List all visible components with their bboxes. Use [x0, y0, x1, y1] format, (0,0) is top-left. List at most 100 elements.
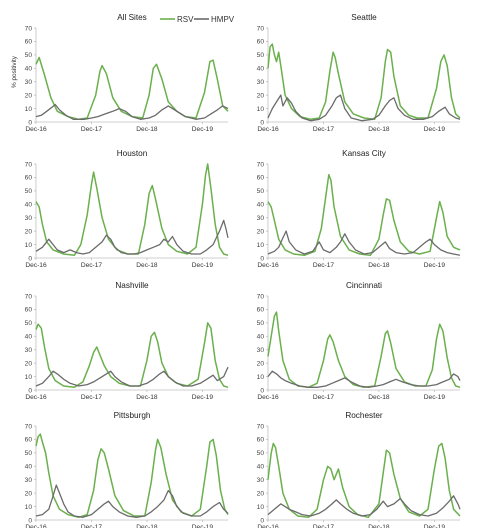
panels: All Sites 0 10 20 30 40 50 60 70 Dec-16 Dec-17 Dec-…	[25, 13, 461, 528]
y-tick-label: 10	[25, 504, 33, 511]
y-tick-label: 10	[257, 504, 265, 511]
y-tick-label: 20	[257, 228, 265, 235]
y-tick-label: 0	[28, 255, 32, 262]
y-tick-label: 40	[257, 464, 265, 471]
y-tick-label: 30	[257, 477, 265, 484]
chart-panel-nashville: Nashville 0 10 20 30 40 50 60 70 Dec-16 Dec-17 Dec-…	[25, 281, 229, 401]
y-tick-label: 30	[257, 79, 265, 86]
panel-title: All Sites	[117, 13, 147, 22]
y-tick-label: 40	[25, 66, 33, 73]
x-tick-label: Dec-17	[81, 262, 103, 269]
y-tick-label: 20	[25, 360, 33, 367]
y-tick-label: 60	[25, 175, 33, 182]
y-tick-label: 50	[257, 52, 265, 59]
y-tick-label: 0	[260, 387, 264, 394]
y-tick-label: 10	[257, 374, 265, 381]
y-tick-label: 60	[25, 39, 33, 46]
y-tick-label: 60	[25, 307, 33, 314]
y-tick-label: 20	[25, 490, 33, 497]
y-tick-label: 30	[25, 347, 33, 354]
y-tick-label: 40	[257, 334, 265, 341]
series-line-hmpv	[35, 103, 229, 120]
y-tick-label: 40	[257, 66, 265, 73]
x-tick-label: Dec-16	[25, 262, 47, 269]
x-tick-label: Dec-19	[424, 524, 446, 528]
series-line-rsv	[267, 43, 461, 121]
chart-panel-houston: Houston 0 10 20 30 40 50 60 70 Dec-16 Dec-17 Dec-18…	[25, 149, 229, 269]
x-tick-label: Dec-19	[192, 524, 214, 528]
x-tick-label: Dec-19	[424, 126, 446, 133]
x-tick-label: Dec-18	[136, 524, 158, 528]
y-tick-label: 30	[257, 347, 265, 354]
y-tick-label: 60	[257, 175, 265, 182]
y-tick-label: 70	[257, 25, 265, 32]
y-tick-label: 70	[257, 161, 265, 168]
x-tick-label: Dec-17	[81, 524, 103, 528]
x-tick-label: Dec-16	[257, 262, 279, 269]
y-tick-label: 30	[25, 79, 33, 86]
x-tick-label: Dec-17	[313, 262, 335, 269]
chart-panel-kansas-city: Kansas City 0 10 20 30 40 50 60 70 Dec-16 Dec-17 De…	[257, 149, 461, 269]
x-tick-label: Dec-19	[192, 394, 214, 401]
legend-rsv-label: RSV	[177, 15, 194, 24]
y-tick-label: 50	[257, 450, 265, 457]
x-tick-label: Dec-17	[313, 524, 335, 528]
panel-title: Kansas City	[342, 149, 387, 158]
panel-title: Rochester	[345, 411, 383, 420]
x-tick-label: Dec-16	[25, 394, 47, 401]
panel-title: Nashville	[115, 281, 149, 290]
x-tick-label: Dec-16	[257, 394, 279, 401]
x-tick-label: Dec-16	[257, 524, 279, 528]
y-tick-label: 0	[28, 387, 32, 394]
series-line-hmpv	[267, 230, 461, 256]
y-tick-label: 20	[25, 228, 33, 235]
legend: RSV HMPV	[160, 15, 235, 24]
chart-panel-seattle: Seattle 0 10 20 30 40 50 60 70 Dec-16 Dec-17 Dec-18…	[257, 13, 461, 133]
y-tick-label: 50	[25, 188, 33, 195]
y-axis-title: % positivity	[11, 55, 18, 88]
x-tick-label: Dec-19	[192, 126, 214, 133]
x-tick-label: Dec-18	[136, 262, 158, 269]
y-tick-label: 10	[25, 242, 33, 249]
chart-panel-all-sites: All Sites 0 10 20 30 40 50 60 70 Dec-16 Dec-17 Dec-…	[25, 13, 229, 133]
x-tick-label: Dec-19	[424, 262, 446, 269]
panel-title: Pittsburgh	[114, 411, 151, 420]
x-tick-label: Dec-17	[81, 126, 103, 133]
y-tick-label: 20	[257, 490, 265, 497]
x-tick-label: Dec-18	[136, 126, 158, 133]
y-tick-label: 20	[257, 92, 265, 99]
y-tick-label: 70	[25, 423, 33, 430]
series-line-rsv	[267, 173, 461, 257]
x-tick-label: Dec-16	[25, 126, 47, 133]
panel-title: Seattle	[351, 13, 377, 22]
y-tick-label: 0	[260, 517, 264, 524]
y-tick-label: 40	[25, 202, 33, 209]
y-tick-label: 0	[28, 517, 32, 524]
chart-panel-pittsburgh: Pittsburgh 0 10 20 30 40 50 60 70 Dec-16 Dec-17 Dec…	[25, 411, 229, 528]
y-tick-label: 0	[28, 119, 32, 126]
y-tick-label: 10	[25, 374, 33, 381]
y-tick-label: 50	[25, 52, 33, 59]
y-tick-label: 70	[25, 161, 33, 168]
y-tick-label: 40	[25, 334, 33, 341]
panel-title: Cincinnati	[346, 281, 382, 290]
x-tick-label: Dec-17	[313, 126, 335, 133]
series-line-hmpv	[35, 484, 229, 518]
y-tick-label: 10	[257, 242, 265, 249]
y-tick-label: 60	[25, 437, 33, 444]
y-tick-label: 0	[260, 255, 264, 262]
series-line-hmpv	[267, 370, 461, 388]
series-line-hmpv	[267, 94, 461, 122]
x-tick-label: Dec-18	[136, 394, 158, 401]
y-tick-label: 30	[25, 477, 33, 484]
series-line-rsv	[267, 442, 461, 519]
x-tick-label: Dec-16	[257, 126, 279, 133]
y-tick-label: 30	[25, 215, 33, 222]
y-tick-label: 10	[25, 106, 33, 113]
x-tick-label: Dec-18	[368, 394, 390, 401]
y-tick-label: 70	[257, 293, 265, 300]
y-tick-label: 70	[257, 423, 265, 430]
series-line-rsv	[35, 56, 229, 121]
series-line-rsv	[35, 163, 229, 257]
